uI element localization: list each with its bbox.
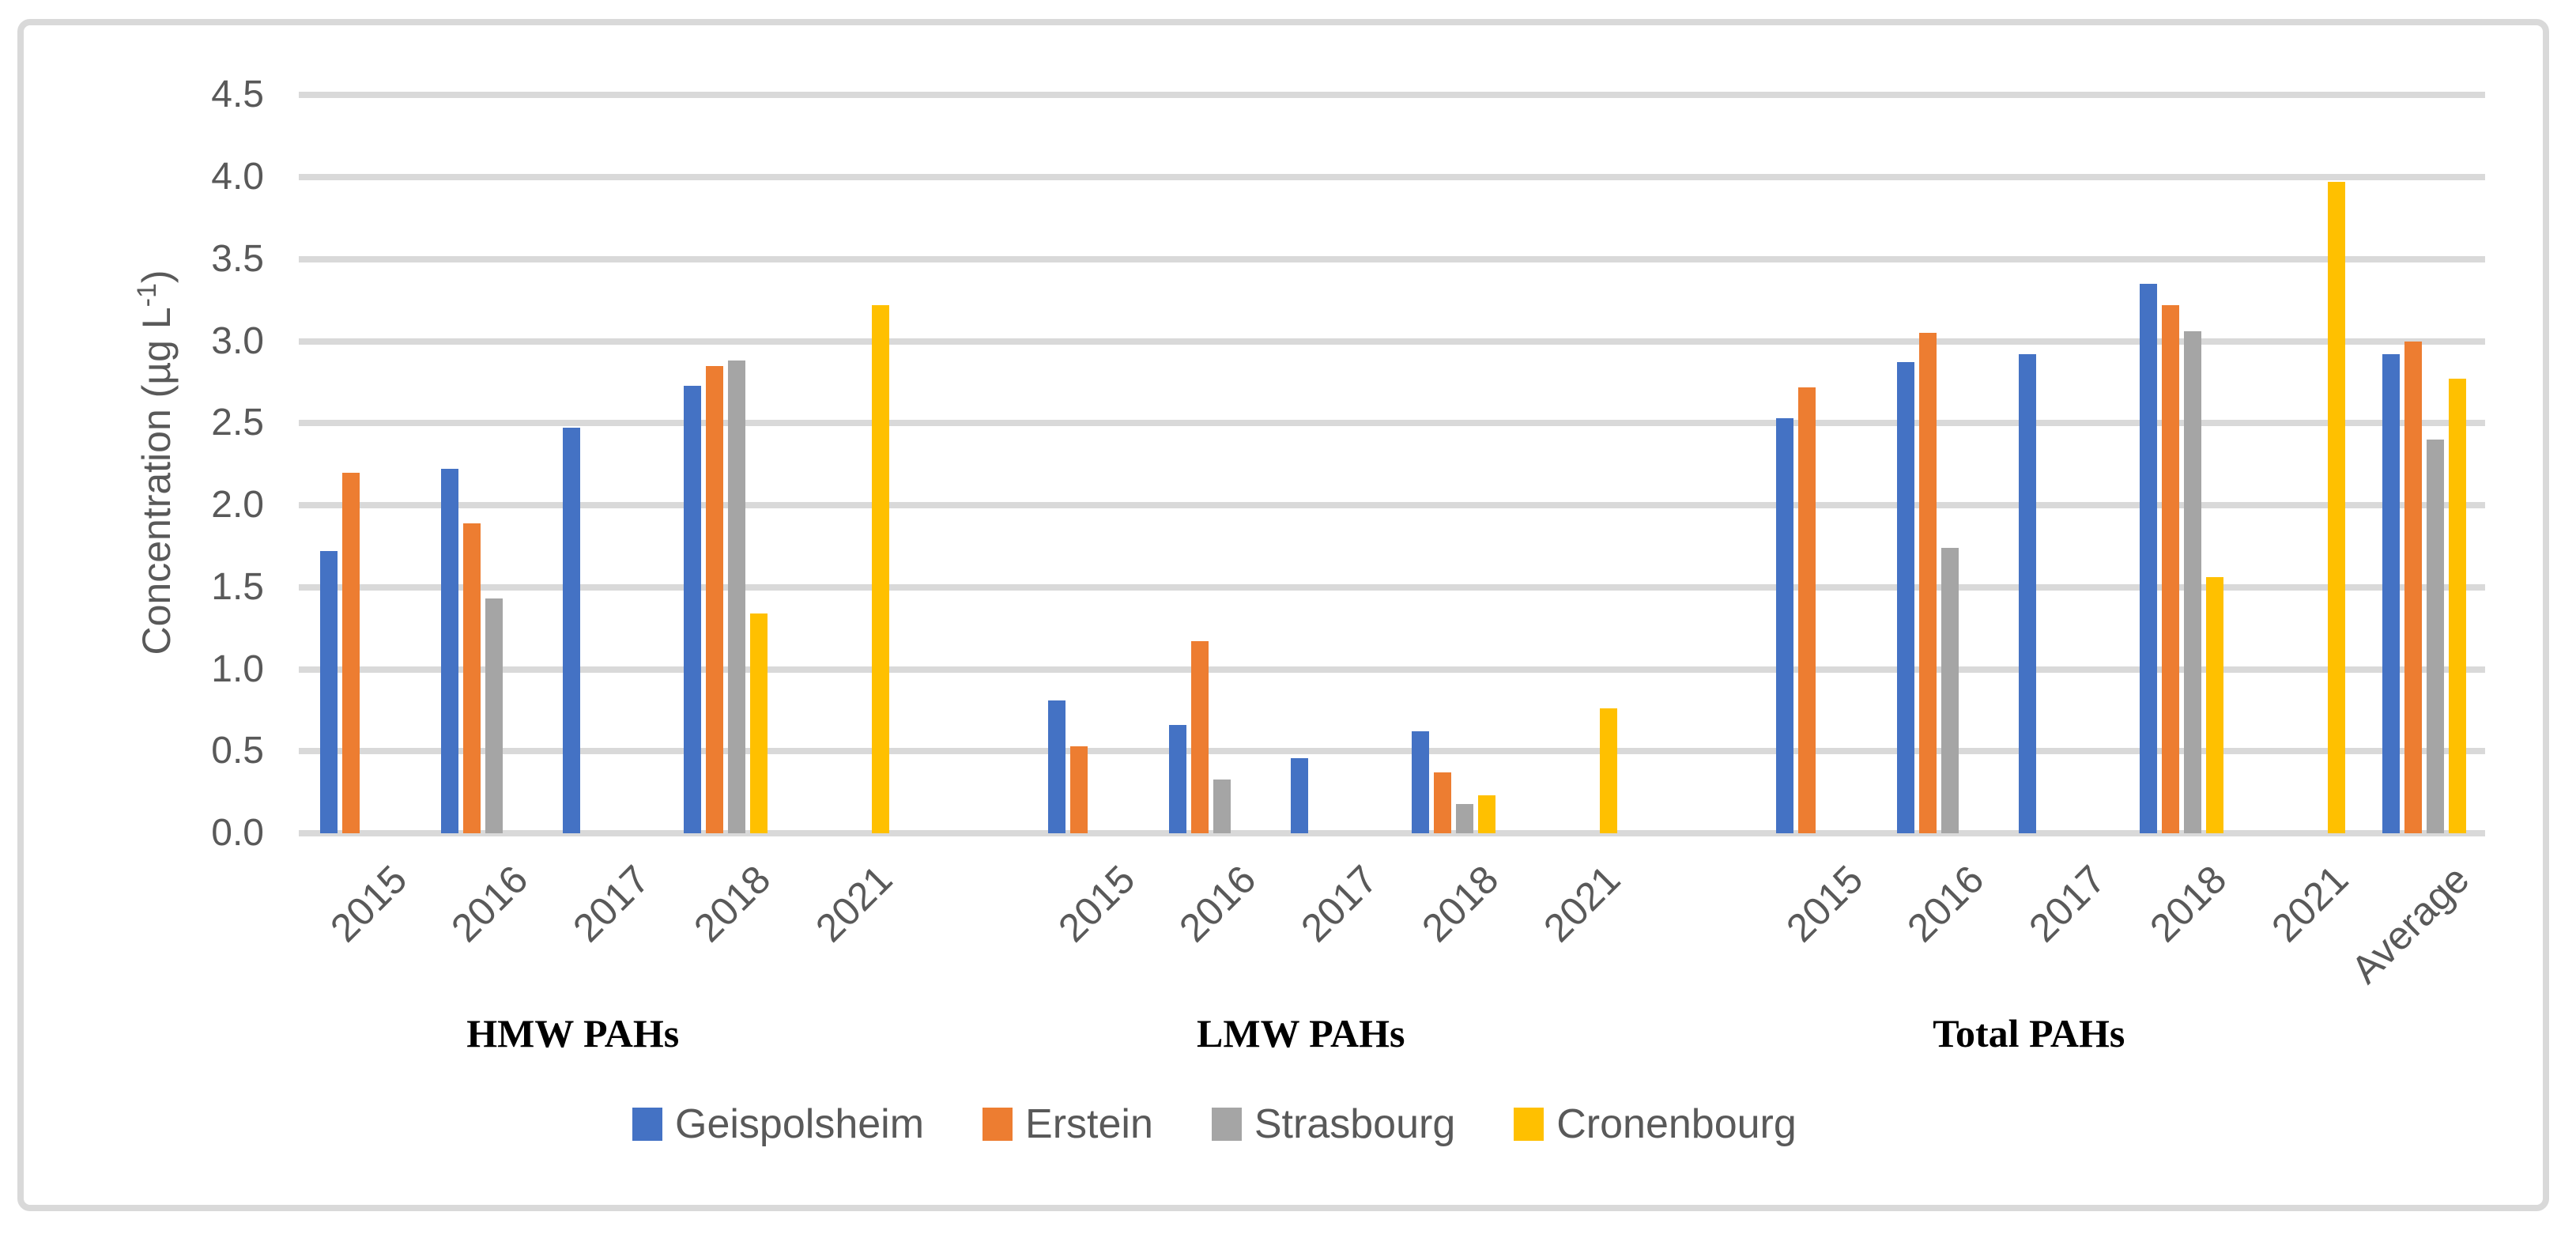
legend-swatch-erstein <box>983 1108 1013 1141</box>
y-tick-label: 0.0 <box>211 812 264 854</box>
bar-cronenbourg-2021 <box>871 304 889 833</box>
legend-item-strasbourg: Strasbourg <box>1211 1101 1456 1147</box>
y-axis-title: Concentration (µg L-1) <box>127 270 179 655</box>
x-group-label: Total PAHs <box>1933 1011 2125 1055</box>
bar-erstein-2018 <box>706 365 724 833</box>
y-tick-label: 3.0 <box>211 319 264 362</box>
bar-geispolsheim-2017 <box>1290 757 1308 833</box>
y-tick-label: 1.5 <box>211 565 264 608</box>
bar-geispolsheim-2016 <box>1897 362 1915 833</box>
bar-geispolsheim-2016 <box>441 469 459 833</box>
legend-label: Cronenbourg <box>1556 1101 1797 1147</box>
bar-geispolsheim-Average <box>2382 354 2401 833</box>
bar-geispolsheim-2017 <box>2018 354 2036 833</box>
y-axis-title-prefix: Concentration (µg L <box>134 307 179 655</box>
legend-swatch-cronenbourg <box>1514 1108 1544 1141</box>
legend-label: Erstein <box>1025 1101 1153 1147</box>
legend-swatch-geispolsheim <box>632 1108 662 1141</box>
x-group-label: HMW PAHs <box>466 1011 680 1055</box>
y-tick-label: 2.5 <box>211 402 264 444</box>
y-axis-title-superscript: -1 <box>132 283 163 308</box>
x-group-label: LMW PAHs <box>1197 1011 1405 1055</box>
y-tick-label: 1.0 <box>211 647 264 690</box>
bar-cronenbourg-2018 <box>1478 795 1496 833</box>
bar-erstein-Average <box>2404 341 2423 833</box>
bar-strasbourg-2018 <box>2184 331 2202 833</box>
legend-item-erstein: Erstein <box>983 1104 1153 1145</box>
legend-swatch-strasbourg <box>1211 1108 1242 1141</box>
gridline <box>299 583 2485 591</box>
gridline <box>299 174 2485 180</box>
bar-strasbourg-2016 <box>1213 779 1231 833</box>
y-tick-label: 4.5 <box>211 74 264 116</box>
bar-cronenbourg-2021 <box>2327 182 2345 833</box>
gridline <box>299 666 2485 673</box>
gridline <box>299 502 2485 508</box>
bar-strasbourg-2018 <box>1456 803 1474 833</box>
bar-erstein-2016 <box>463 523 481 833</box>
y-tick-label: 4.0 <box>211 156 264 198</box>
bar-erstein-2018 <box>2162 304 2180 833</box>
chart-frame <box>17 19 2549 1211</box>
legend-item-geispolsheim: Geispolsheim <box>632 1104 924 1145</box>
gridline <box>299 830 2485 836</box>
legend-label: Strasbourg <box>1254 1101 1456 1147</box>
bar-geispolsheim-2018 <box>684 385 702 833</box>
gridline <box>299 338 2485 345</box>
bar-erstein-2018 <box>1434 772 1452 833</box>
y-tick-label: 2.0 <box>211 484 264 526</box>
bar-erstein-2015 <box>1797 387 1816 833</box>
bar-erstein-2016 <box>1919 333 1937 833</box>
y-axis-title-suffix: ) <box>134 270 179 284</box>
bar-cronenbourg-2018 <box>2206 577 2224 833</box>
bar-geispolsheim-2018 <box>2140 283 2158 833</box>
legend-label: Geispolsheim <box>675 1101 925 1147</box>
gridline <box>299 748 2485 755</box>
bar-geispolsheim-2017 <box>562 428 580 833</box>
y-tick-label: 3.5 <box>211 237 264 280</box>
bar-strasbourg-2016 <box>1941 547 1959 833</box>
gridline <box>299 92 2485 99</box>
bar-erstein-2015 <box>1069 746 1088 833</box>
legend-item-cronenbourg: Cronenbourg <box>1514 1104 1797 1145</box>
bar-geispolsheim-2015 <box>319 551 338 833</box>
bar-cronenbourg-2021 <box>1599 708 1617 833</box>
bar-strasbourg-2018 <box>728 361 746 833</box>
bar-geispolsheim-2015 <box>1775 418 1793 833</box>
bar-erstein-2016 <box>1191 641 1209 833</box>
gridline <box>299 255 2485 262</box>
gridline <box>299 420 2485 427</box>
bar-erstein-2015 <box>341 472 360 833</box>
bar-geispolsheim-2018 <box>1412 731 1430 833</box>
bar-cronenbourg-Average <box>2449 379 2467 833</box>
bar-strasbourg-2016 <box>485 598 504 833</box>
bar-cronenbourg-2018 <box>750 613 768 833</box>
bar-strasbourg-Average <box>2427 440 2445 833</box>
legend: Geispolsheim Erstein Strasbourg Cronenbourg <box>632 1104 1797 1145</box>
bar-geispolsheim-2016 <box>1169 725 1187 833</box>
bar-geispolsheim-2015 <box>1047 700 1065 833</box>
y-tick-label: 0.5 <box>211 730 264 772</box>
